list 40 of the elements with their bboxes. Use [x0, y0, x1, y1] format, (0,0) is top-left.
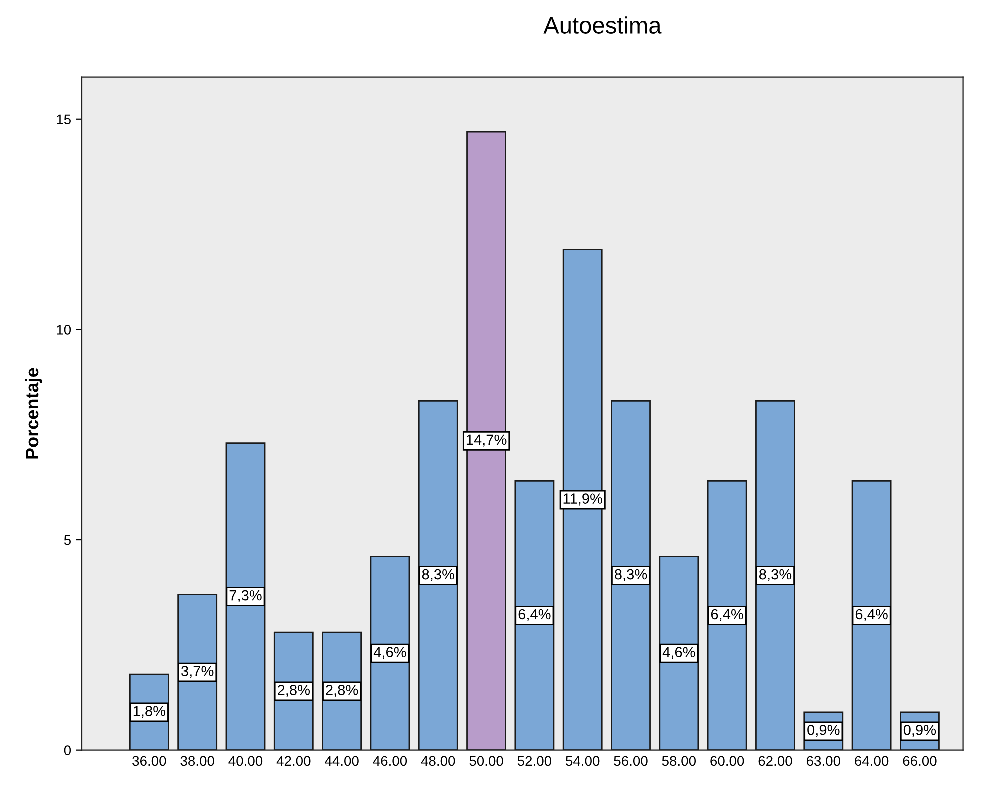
data-label: 2,8% — [278, 685, 310, 698]
x-tick-label: 60.00 — [710, 756, 744, 766]
y-axis-title: Porcentaje — [25, 368, 42, 459]
x-tick-label: 62.00 — [758, 756, 792, 766]
x-tick-label: 58.00 — [662, 756, 696, 766]
x-tick-label: 46.00 — [373, 756, 408, 766]
data-label: 4,6% — [374, 647, 406, 660]
x-tick-label: 64.00 — [855, 756, 889, 766]
y-tick-label: 0 — [64, 746, 72, 756]
x-tick-label: 66.00 — [903, 756, 937, 766]
data-label: 7,3% — [230, 590, 262, 602]
data-label: 0,9% — [808, 725, 840, 738]
x-tick-label: 38.00 — [180, 756, 214, 766]
data-label: 1,8% — [134, 706, 166, 718]
x-tick-label: 44.00 — [325, 756, 359, 766]
y-tick-label: 15 — [57, 114, 72, 125]
data-label: 8,3% — [759, 569, 792, 582]
data-label: 8,3% — [422, 569, 454, 582]
data-label: 3,7% — [182, 666, 214, 678]
x-tick-label: 52.00 — [518, 756, 552, 766]
x-tick-label: 36.00 — [132, 756, 166, 766]
data-label: 6,4% — [856, 609, 888, 622]
data-label: 6,4% — [518, 609, 551, 622]
x-tick-label: 40.00 — [228, 756, 263, 766]
x-tick-label: 42.00 — [276, 756, 311, 766]
y-tick-label: 10 — [57, 325, 72, 335]
y-tick-label: 5 — [64, 536, 72, 546]
data-label: 11,9% — [564, 494, 602, 506]
x-tick-label: 48.00 — [421, 756, 456, 766]
data-label: 8,3% — [615, 569, 648, 582]
data-label: 14,7% — [466, 434, 507, 447]
x-tick-label: 50.00 — [470, 756, 504, 766]
x-tick-label: 63.00 — [806, 756, 840, 766]
x-tick-label: 56.00 — [614, 756, 648, 766]
data-label: 4,6% — [662, 647, 696, 660]
chart-title: Autoestima — [544, 16, 662, 34]
data-label: 2,8% — [326, 685, 358, 698]
data-label: 0,9% — [904, 725, 936, 738]
data-label: 6,4% — [711, 609, 744, 622]
x-tick-label: 54.00 — [566, 756, 600, 766]
